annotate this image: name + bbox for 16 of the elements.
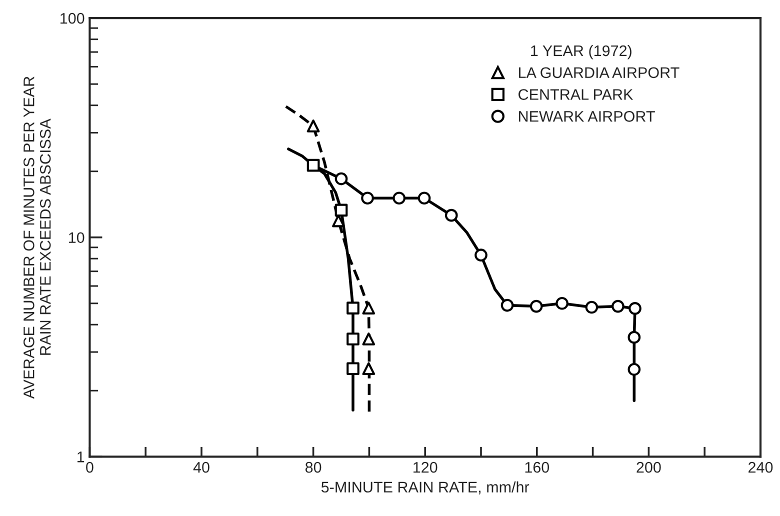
x-tick-label: 240 (748, 462, 773, 473)
x-tick-label: 40 (193, 462, 210, 473)
legend-label: LA GUARDIA AIRPORT (519, 67, 680, 78)
y-tick-label: 10 (69, 232, 84, 244)
x-tick-label: 0 (86, 462, 94, 473)
x-tick-label: 200 (636, 462, 661, 473)
legend-title: 1 YEAR (1972) (531, 44, 632, 60)
x-axis-title: 5-MINUTE RAIN RATE, mm/hr (321, 481, 530, 494)
x-tick-label: 160 (525, 462, 550, 473)
legend-label: CENTRAL PARK (518, 89, 634, 100)
x-tick-label: 120 (414, 462, 438, 473)
y-tick-label: 1 (78, 452, 84, 462)
y-axis-title: AVERAGE NUMBER OF MINUTES PER YEAR RAIN RATE EXCEEDS ABSCISSA (24, 76, 51, 399)
y-tick-label: 100 (60, 12, 84, 24)
x-tick-label: 80 (305, 462, 322, 473)
legend-label: NEWARK AIRPORT (519, 111, 655, 122)
